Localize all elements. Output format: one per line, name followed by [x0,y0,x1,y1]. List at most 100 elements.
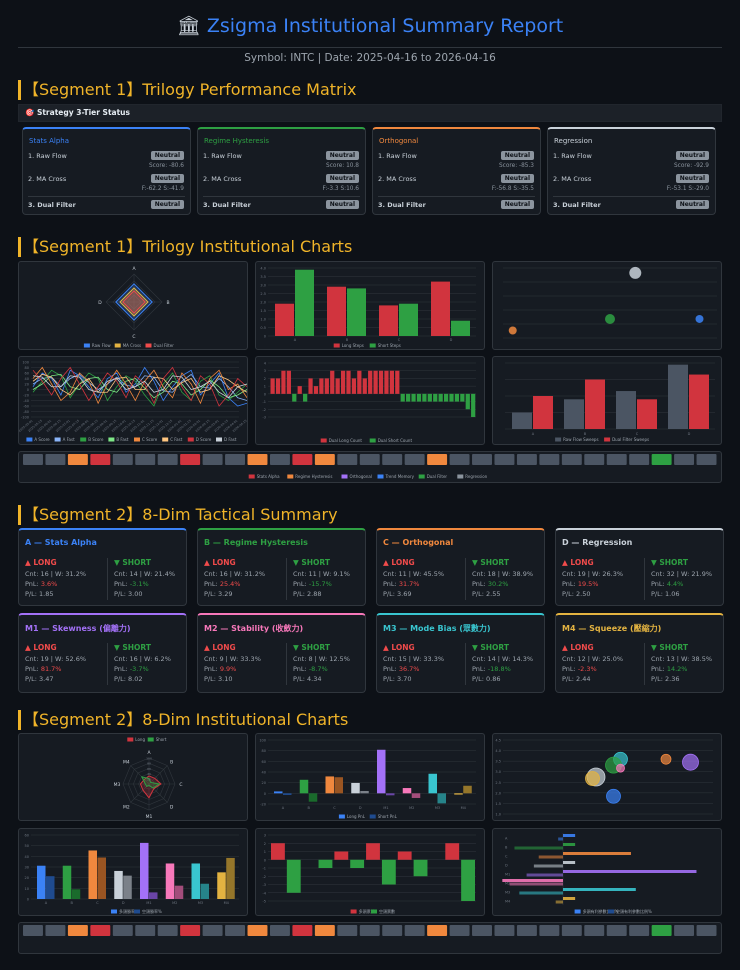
long-count: Cnt: 11 | W: 45.5% [383,570,445,578]
short-label: ▼ SHORT [472,558,509,567]
bar [165,863,175,899]
bar [37,865,46,899]
y-tick-label: -80 [23,410,29,414]
bubble [616,763,625,773]
short-count: Cnt: 8 | W: 12.5% [293,655,350,663]
radar-axis-label: M1 [146,814,153,820]
long-label: ▲ LONG [383,643,415,652]
legend-swatch [555,437,562,442]
legend-label: Raw Flow [92,343,112,348]
legend-swatch [369,814,376,819]
legend-swatch [80,437,87,442]
bar [200,883,209,899]
short-column: ▼ SHORT Cnt: 32 | W: 21.9% PnL: 4.4% P/L: 1… [644,558,722,600]
long-pnl: 9.9% [219,665,237,673]
y-tick-label: 80 [262,749,266,753]
short-pnl: -3.1% [129,580,149,588]
raw-flow-label: 1. Raw Flow [378,152,417,160]
legend-label: Dual Short Count [378,438,413,443]
bar [431,281,450,336]
bar [271,843,285,860]
ma-cross-label: 2. MA Cross [28,175,67,183]
bar [97,857,106,899]
bar [62,865,72,899]
legend-swatch [134,437,140,442]
bar [149,892,158,899]
legend-label: A Score [34,437,50,442]
radar-axis-label: A [147,750,151,756]
ma-cross-fs: F:-62.2 S:-41.9 [141,186,184,192]
pnl-prefix: PnL: [114,580,130,588]
bar [325,776,334,794]
y-tick-label: -40 [23,399,29,403]
bar [350,859,365,868]
y-tick-label: 100 [22,361,29,365]
raw-flow-label: 1. Raw Flow [553,152,592,160]
legend-label: B Score [88,437,104,442]
bar [275,378,281,394]
short-column: ▼ SHORT Cnt: 16 | W: 6.2% PnL: -3.7% P/L: 8… [107,643,185,685]
long-pnl: 31.7% [398,580,420,588]
y-tick-label: 0 [264,392,266,396]
bar [428,773,437,794]
y-tick-label: 2.0 [260,301,266,305]
signal-cell [359,454,380,465]
bar [275,303,294,336]
trilogy-line-chart: 100 80 60 40 20 0 -20 -40 -60 -80 -100 2025-05-01 20… [18,356,248,445]
dual-filter-label: 3. Dual Filter [378,201,426,209]
tier-card-name: Stats Alpha [29,137,69,145]
bar [397,851,412,860]
bar [335,378,340,394]
legend-label: Long PnL [347,814,366,819]
ma-cross-fs: F:-56.8 S:-35.5 [491,186,534,192]
ma-cross-fs: F:-3.3 S:10.6 [322,186,359,192]
dim-card: M4 — Squeeze (壓縮力) ▲ LONG Cnt: 12 | W: 25.… [555,613,724,693]
short-column: ▼ SHORT Cnt: 18 | W: 38.9% PnL: 30.2% P/L: … [465,558,543,600]
bar [381,859,396,885]
x-tick-label: C [96,901,99,905]
segment2-summary-title: 【Segment 2】8-Dim Tactical Summary [18,505,338,525]
long-count: Cnt: 12 | W: 25.0% [562,655,624,663]
legend-swatch [608,909,614,914]
x-tick-label: B [584,432,587,436]
long-label: ▲ LONG [204,643,236,652]
bubble [585,771,600,786]
y-tick-label: 40 [262,771,266,775]
bar [324,378,329,394]
short-count: Cnt: 13 | W: 38.5% [651,655,713,663]
bar [413,859,428,877]
bar [411,793,421,798]
y-tick-label: 3.5 [495,760,501,764]
short-label: ▼ SHORT [114,558,151,567]
legend-label: 多頭勝率% [119,908,139,914]
short-pnl-row: PnL: 4.4% [651,580,722,588]
dual-filter-label: 3. Dual Filter [553,201,601,209]
bar [340,370,346,394]
long-count: Cnt: 16 | W: 31.2% [25,570,87,578]
pnl-prefix: PnL: [114,665,130,673]
signal-cell [269,925,290,936]
bar [389,370,394,394]
dim-card-name: M1 — Skewness (偏離力) [25,624,131,633]
x-tick-label: M3 [435,806,440,810]
signal-cell [696,925,717,936]
dual-filter-label: 3. Dual Filter [203,201,251,209]
radar-series [119,287,149,317]
dim-card-name: D — Regression [562,538,633,547]
long-pnl: 81.7% [40,665,62,673]
long-pnl-row: PnL: 25.4% [204,580,282,588]
short-pnl: 14.2% [666,665,688,673]
signal-cell [606,925,627,936]
bar [360,790,369,794]
bubble [605,313,615,324]
radar-axis-label: A [132,266,136,272]
long-pl: P/L: 3.47 [25,675,54,683]
signal-cell [45,925,66,936]
dual-filter-status: Neutral [675,200,709,209]
long-count: Cnt: 9 | W: 33.3% [204,655,261,663]
y-tick-label: 10 [25,887,29,891]
long-pnl-row: PnL: 31.7% [383,580,461,588]
bar [71,889,81,899]
signal-cell [337,925,358,936]
y-tick-label: -20 [23,394,29,398]
